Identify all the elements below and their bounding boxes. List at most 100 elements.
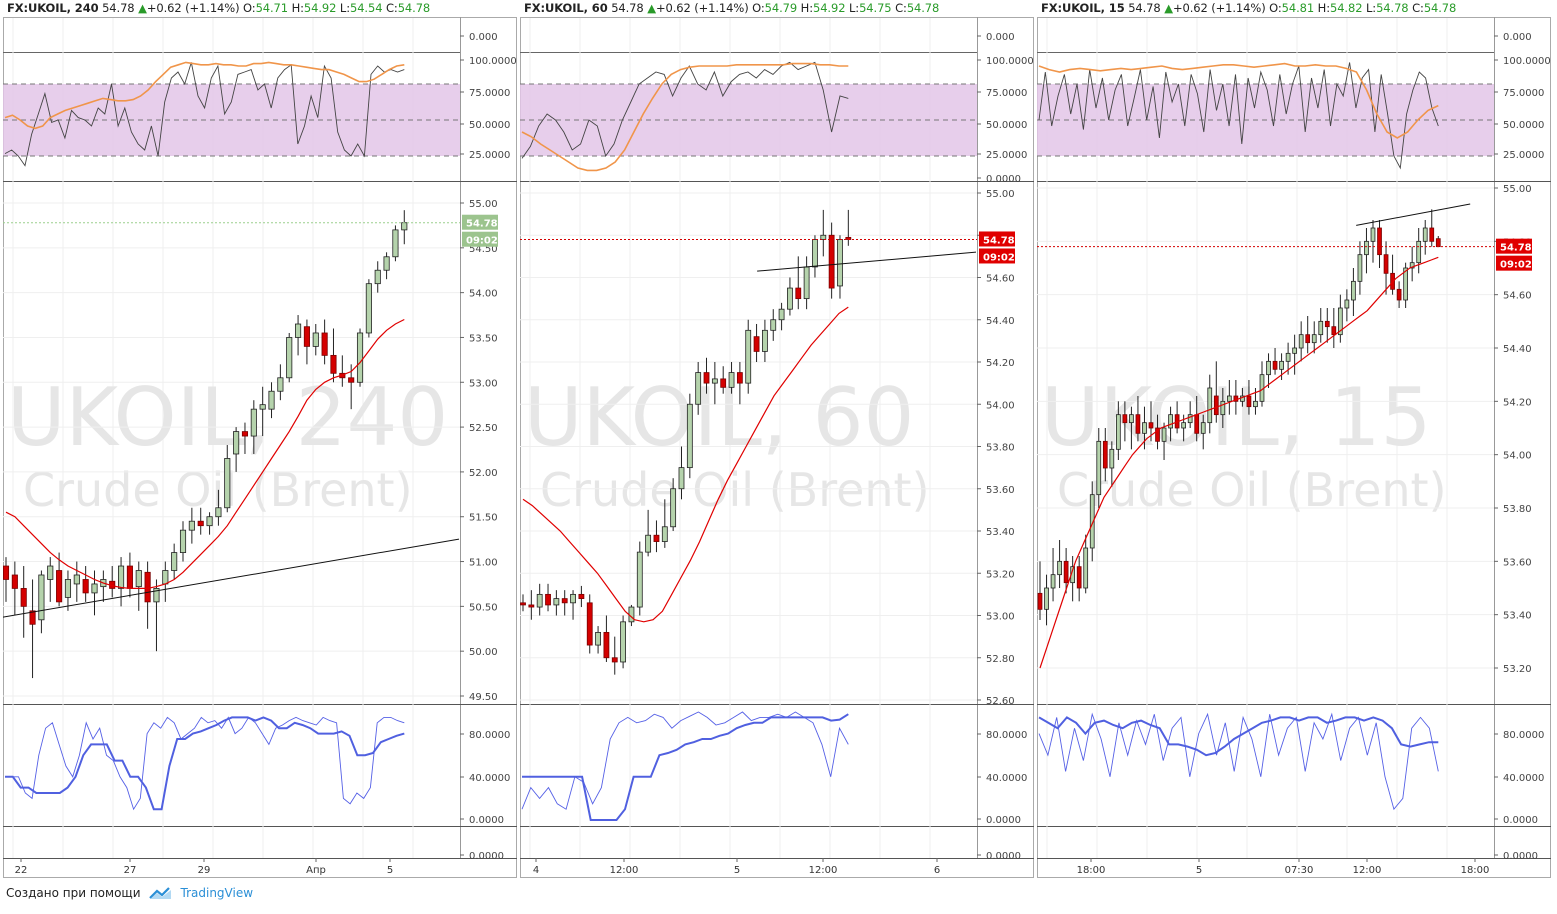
symbol-name: FX:UKOIL, 60 — [524, 1, 608, 15]
chart-panel-240[interactable]: UKOIL, 240 Crude Oil (Brent) 0.000 100.0000… — [3, 0, 517, 878]
stoch-k-line — [5, 716, 405, 811]
osc-tick-label: 25.0000 — [469, 150, 510, 161]
moving-average-line — [1039, 256, 1439, 669]
candle-body — [268, 390, 275, 410]
chart-panel-15[interactable]: UKOIL, 15 Crude Oil (Brent) 0.000 100.0000 7… — [1037, 0, 1551, 878]
candle-body — [1324, 320, 1330, 328]
open-label: O: — [752, 1, 765, 15]
candle-body — [1305, 334, 1311, 344]
close-label: C: — [385, 1, 398, 15]
osc-tick-label: 0.000 — [986, 32, 1015, 43]
candle-body — [1057, 560, 1062, 576]
candle-body — [720, 378, 727, 388]
candle-body — [1115, 414, 1121, 450]
price-tick-label: 52.00 — [469, 468, 498, 479]
low-value: 54.78 — [1376, 1, 1409, 15]
stoch-d-line — [1038, 716, 1439, 757]
high-label: H: — [291, 1, 304, 15]
candle-body — [837, 239, 843, 287]
price-tick-label: 54.60 — [986, 274, 1015, 285]
price-tick-label: 51.50 — [469, 513, 498, 524]
candle-body — [570, 593, 576, 604]
x-tick-label: 27 — [124, 865, 137, 876]
candle-body — [224, 458, 231, 509]
x-tick-label: 29 — [198, 865, 211, 876]
price-tick-label: 53.00 — [469, 378, 498, 389]
trendline — [757, 251, 977, 272]
stoch-tick-label: 40.0000 — [1503, 773, 1544, 784]
rsi-ma-line — [4, 61, 405, 130]
candle-body — [1279, 360, 1284, 370]
candle-body — [1435, 238, 1441, 248]
candle-body — [653, 534, 660, 542]
candle-body — [73, 574, 80, 585]
candle-body — [295, 323, 302, 338]
candle-body — [561, 598, 568, 604]
candle-body — [803, 266, 810, 300]
candle-body — [233, 431, 240, 455]
price-tick-label: 53.80 — [986, 443, 1015, 454]
price-change: +0.62 (+1.14%) — [655, 1, 749, 15]
candle-body — [3, 565, 10, 580]
candle-body — [1357, 254, 1363, 282]
close-value: 54.78 — [397, 1, 431, 15]
candle-body — [11, 574, 18, 589]
candle-body — [1292, 347, 1297, 354]
price-tick-label: 52.50 — [469, 423, 498, 434]
candle-body — [1220, 400, 1226, 416]
tradingview-logo-icon[interactable] — [148, 886, 173, 900]
candle-body — [162, 570, 169, 585]
osc-tick-label: 0.000 — [1503, 32, 1532, 43]
x-tick-label: 18:00 — [1461, 865, 1490, 876]
candle-body — [1364, 240, 1369, 256]
candle-body — [1037, 592, 1043, 610]
moving-average-line — [522, 306, 849, 623]
osc-tick-label: 100.0000 — [1503, 56, 1551, 67]
candle-body — [118, 565, 125, 589]
panel-frame — [1037, 17, 1551, 878]
osc-tick-label: 25.0000 — [986, 150, 1027, 161]
price-tick-label: 51.00 — [469, 558, 498, 569]
candle-body — [1044, 587, 1049, 610]
last-price-label: 54.78 — [466, 219, 498, 230]
candle-body — [670, 488, 677, 528]
last-price: 54.78 — [1128, 1, 1161, 15]
candle-body — [348, 377, 355, 383]
price-tick-label: 53.20 — [986, 569, 1015, 580]
candle-body — [401, 222, 408, 231]
price-tick-label: 50.50 — [469, 602, 498, 613]
last-price: 54.78 — [102, 1, 135, 15]
candle-body — [1148, 422, 1154, 429]
candle-body — [611, 657, 618, 663]
candle-body — [250, 408, 257, 437]
x-tick-label: 6 — [934, 865, 940, 876]
candle-body — [1298, 334, 1304, 349]
countdown-label: 09:02 — [1500, 260, 1532, 271]
candle-body — [545, 593, 551, 606]
candle-body — [259, 404, 266, 410]
candle-body — [1129, 414, 1134, 424]
low-label: L: — [849, 1, 860, 15]
price-tick-label: 53.40 — [986, 527, 1015, 538]
footer-text: Создано при помощи — [6, 886, 141, 900]
price-tick-label: 54.50 — [469, 244, 498, 255]
candle-body — [1213, 395, 1219, 416]
candle-body — [1246, 395, 1252, 408]
high-label: H: — [800, 1, 813, 15]
candle-body — [620, 621, 627, 663]
price-tick-label: 53.80 — [1503, 504, 1532, 515]
candle-body — [1207, 387, 1213, 424]
candle-body — [1187, 414, 1193, 424]
stoch-tick-label: 40.0000 — [986, 773, 1027, 784]
osc-tick-label: 75.0000 — [469, 88, 510, 99]
candle-body — [392, 229, 399, 258]
candle-body — [1396, 288, 1402, 301]
candle-body — [820, 234, 827, 240]
stoch-tick-label: 0.0000 — [1503, 851, 1538, 862]
tradingview-link[interactable]: TradingView — [180, 886, 254, 900]
last-price-label-bg — [462, 214, 498, 230]
chart-panel-60[interactable]: UKOIL, 60 Crude Oil (Brent) 0.000 100.0000 7… — [520, 0, 1034, 878]
